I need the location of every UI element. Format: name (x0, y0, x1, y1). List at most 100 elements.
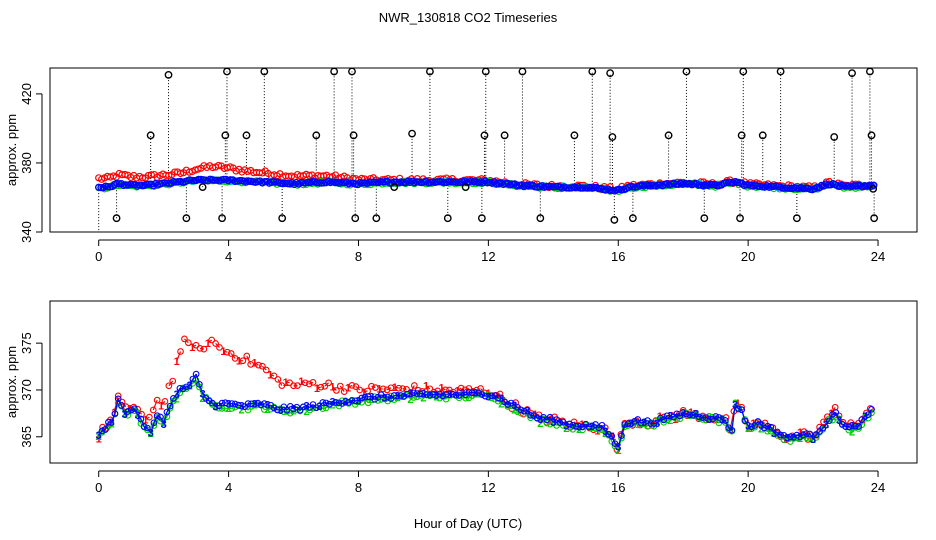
spike-outlier-point (848, 69, 856, 78)
blue-series-point (322, 399, 330, 407)
green-series-point (722, 419, 729, 426)
red-series-point (161, 397, 169, 405)
red-series-segment (456, 387, 462, 392)
spike-outlier-point (164, 71, 173, 79)
bottom-x-tick-label: 16 (611, 480, 625, 495)
spike-outlier-point (606, 69, 615, 78)
red-series-label: 1 (797, 427, 803, 439)
red-series-label: 1 (657, 411, 663, 423)
blue-series-segment (133, 408, 139, 416)
spike-outlier-point (348, 67, 356, 76)
blue-series-segment (617, 435, 623, 447)
blue-series-point (179, 385, 187, 393)
blue-series-point (569, 421, 577, 429)
blue-series-point (832, 409, 840, 416)
red-series-point (348, 382, 356, 389)
spike-outlier-point (792, 214, 801, 223)
top-blue-point (308, 178, 317, 186)
blue-series-point (452, 391, 460, 399)
red-series-label: 1 (267, 370, 273, 382)
bottom-x-tick-label: 8 (355, 480, 362, 495)
spike-outlier-point (700, 214, 709, 223)
blue-series-point (364, 393, 372, 401)
blue-series-point (234, 401, 242, 409)
spike-outlier-point (349, 131, 358, 140)
blue-series-point (127, 406, 135, 414)
red-series-point (317, 383, 325, 391)
spike-outlier-point (218, 214, 227, 223)
blue-series-point (228, 400, 236, 407)
red-series-segment (760, 422, 766, 425)
red-series-label: 1 (174, 356, 180, 368)
top-blue-point (195, 175, 203, 184)
red-series-label: 1 (423, 380, 429, 392)
spike-outlier-point (221, 131, 230, 140)
top-blue-point (451, 178, 460, 186)
blue-series-label: 3 (524, 405, 530, 417)
bottom-plot-frame (49, 300, 918, 464)
top-panel: 0 4 8 12 16 20 24 340 380 420 approx. ppm (4, 67, 918, 264)
red-series-point (270, 372, 278, 380)
blue-series-point (777, 431, 784, 439)
blue-series-point (221, 399, 229, 407)
blue-series-segment (828, 414, 834, 421)
red-series-point (216, 344, 223, 351)
blue-series-point (254, 399, 262, 407)
red-series-point (208, 336, 216, 344)
blue-series-point (478, 391, 486, 398)
blue-series-segment (283, 406, 288, 411)
red-series-point (177, 348, 184, 355)
blue-series-segment (140, 418, 145, 427)
spike-outlier-point (480, 131, 489, 140)
blue-series-point (546, 413, 554, 421)
green-series-segment (562, 424, 567, 429)
green-series-label: 2 (148, 428, 154, 440)
blue-series-point (348, 396, 356, 404)
green-series-point (543, 419, 551, 427)
blue-series-point (559, 418, 567, 426)
blue-series-segment (465, 391, 470, 396)
green-series-label: 2 (563, 423, 569, 435)
blue-series-point (416, 390, 424, 398)
spike-outlier-point (182, 214, 191, 223)
red-series-point (231, 355, 239, 362)
blue-series-segment (150, 422, 155, 433)
blue-series-point (397, 392, 405, 399)
bottom-x-tick-label: 4 (225, 480, 232, 495)
top-blue-point (115, 180, 123, 188)
blue-series-segment (858, 419, 863, 427)
blue-series-point (166, 402, 174, 410)
red-series-label: 1 (314, 383, 320, 395)
green-series-label: 2 (420, 393, 426, 405)
blue-series-segment (309, 404, 314, 408)
spike-outlier-point (518, 67, 527, 76)
blue-series-label: 3 (563, 421, 569, 433)
blue-series-label: 3 (628, 418, 634, 430)
top-x-tick-label: 8 (355, 249, 362, 264)
blue-series-point (647, 420, 655, 427)
x-axis-label: Hour of Day (UTC) (414, 516, 522, 531)
spike-outlier-point (330, 67, 339, 76)
top-red-point (138, 174, 147, 182)
top-blue-point (97, 183, 105, 192)
green-series-label: 2 (667, 415, 673, 427)
blue-series-point (153, 412, 161, 420)
red-series-point (181, 335, 188, 343)
top-red-point (176, 169, 185, 178)
blue-series-label: 3 (836, 415, 842, 427)
blue-series-segment (358, 397, 363, 401)
green-series-label: 2 (290, 405, 296, 417)
red-series-label: 1 (454, 386, 460, 398)
red-series-label: 1 (236, 356, 242, 368)
blue-series-label: 3 (381, 393, 387, 405)
blue-series-point (137, 415, 145, 423)
blue-series-segment (776, 431, 782, 436)
blue-series-label: 3 (187, 380, 193, 392)
blue-series-point (851, 422, 859, 430)
green-series-label: 2 (615, 445, 621, 457)
spike-outlier-point (758, 131, 767, 140)
top-data-layer (95, 67, 879, 232)
blue-series-point (377, 391, 385, 399)
green-series-label: 2 (810, 434, 816, 446)
